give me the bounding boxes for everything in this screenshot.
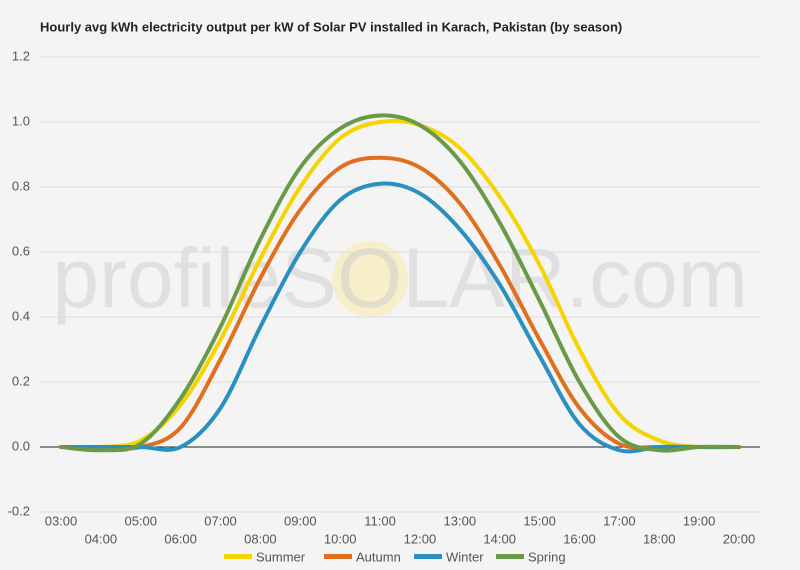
x-tick-label: 16:00 [563, 531, 596, 546]
x-tick-label: 10:00 [324, 531, 357, 546]
legend-label: Summer [256, 549, 306, 564]
x-tick-label: 03:00 [45, 513, 78, 528]
y-tick-label: 1.0 [12, 113, 30, 128]
y-tick-label: 1.2 [12, 48, 30, 63]
x-tick-label: 09:00 [284, 513, 317, 528]
y-tick-label: 0.6 [12, 243, 30, 258]
series-line [59, 155, 741, 451]
chart-title: Hourly avg kWh electricity output per kW… [40, 19, 622, 34]
watermark-sun [332, 241, 408, 317]
x-tick-label: 18:00 [643, 531, 676, 546]
x-tick-label: 14:00 [483, 531, 516, 546]
legend-label: Spring [528, 549, 566, 564]
legend-label: Autumn [356, 549, 401, 564]
x-tick-label: 11:00 [364, 513, 396, 528]
legend-swatch [414, 554, 442, 559]
y-tick-label: 0.2 [12, 373, 30, 388]
x-tick-label: 04:00 [85, 531, 118, 546]
x-tick-label: 06:00 [164, 531, 197, 546]
x-tick-label: 08:00 [244, 531, 277, 546]
y-tick-label: 0.8 [12, 178, 30, 193]
x-tick-label: 05:00 [124, 513, 157, 528]
series-line [59, 181, 741, 454]
y-tick-label: -0.2 [8, 503, 30, 518]
x-tick-label: 19:00 [683, 513, 716, 528]
series-line [59, 118, 741, 450]
series-line [59, 113, 741, 453]
watermark: profileSOLAR.com [52, 231, 748, 325]
x-tick-label: 13:00 [444, 513, 477, 528]
x-tick-label: 12:00 [404, 531, 437, 546]
legend-swatch [324, 554, 352, 559]
x-tick-label: 20:00 [723, 531, 756, 546]
legend-swatch [224, 554, 252, 559]
x-tick-label: 17:00 [603, 513, 636, 528]
x-tick-label: 15:00 [523, 513, 556, 528]
legend-label: Winter [446, 549, 484, 564]
y-tick-label: 0.4 [12, 308, 30, 323]
y-tick-label: 0.0 [12, 438, 30, 453]
legend-swatch [496, 554, 524, 559]
x-tick-label: 07:00 [204, 513, 237, 528]
